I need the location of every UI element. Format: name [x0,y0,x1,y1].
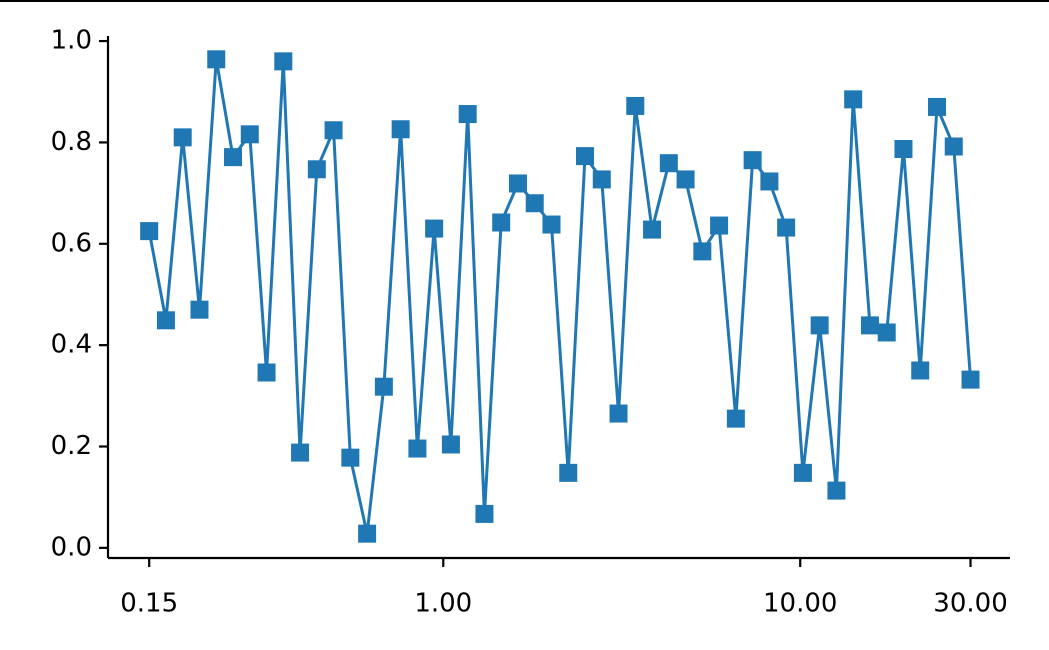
marker [173,128,192,147]
marker [224,148,243,167]
marker [307,160,326,179]
marker [743,151,762,170]
marker [643,220,662,239]
marker [911,361,930,380]
marker [441,435,460,454]
marker [291,443,310,462]
marker [492,213,511,232]
marker [710,216,729,235]
y-tick-label: 0.8 [51,127,92,157]
marker [793,463,812,482]
marker [810,316,829,335]
marker [726,409,745,428]
marker [257,363,276,382]
marker [341,448,360,467]
marker [961,370,980,389]
marker [140,222,159,241]
marker [542,215,561,234]
marker [944,137,963,156]
y-tick-label: 1.0 [51,26,92,56]
y-tick-label: 0.6 [51,228,92,258]
marker [576,147,595,166]
marker [626,96,645,115]
marker [525,194,544,213]
marker [693,242,712,261]
marker [877,323,896,342]
marker [274,52,293,71]
marker [559,463,578,482]
marker [240,125,259,144]
marker [156,311,175,330]
marker [190,300,209,319]
marker [458,105,477,124]
marker [391,120,410,139]
marker [592,170,611,189]
x-tick-label: 30.00 [933,589,1007,619]
x-tick-label: 0.15 [120,589,178,619]
y-tick-label: 0.4 [51,330,92,360]
marker [408,439,427,458]
marker [324,121,343,140]
marker [425,219,444,238]
marker [827,481,846,500]
x-tick-label: 1.00 [414,589,472,619]
y-tick-label: 0.0 [51,532,92,562]
x-tick-label: 10.00 [763,589,837,619]
marker [207,50,226,69]
marker [894,140,913,159]
marker [609,404,628,423]
marker [844,90,863,109]
marker [659,154,678,173]
marker [358,524,377,543]
marker [927,97,946,116]
marker [860,316,879,335]
line [147,59,973,534]
marker [676,170,695,189]
marker [508,174,527,193]
marker [777,218,796,237]
y-tick-label: 0.2 [51,431,92,461]
marker [374,377,393,396]
marker [760,172,779,191]
marker [475,504,494,523]
